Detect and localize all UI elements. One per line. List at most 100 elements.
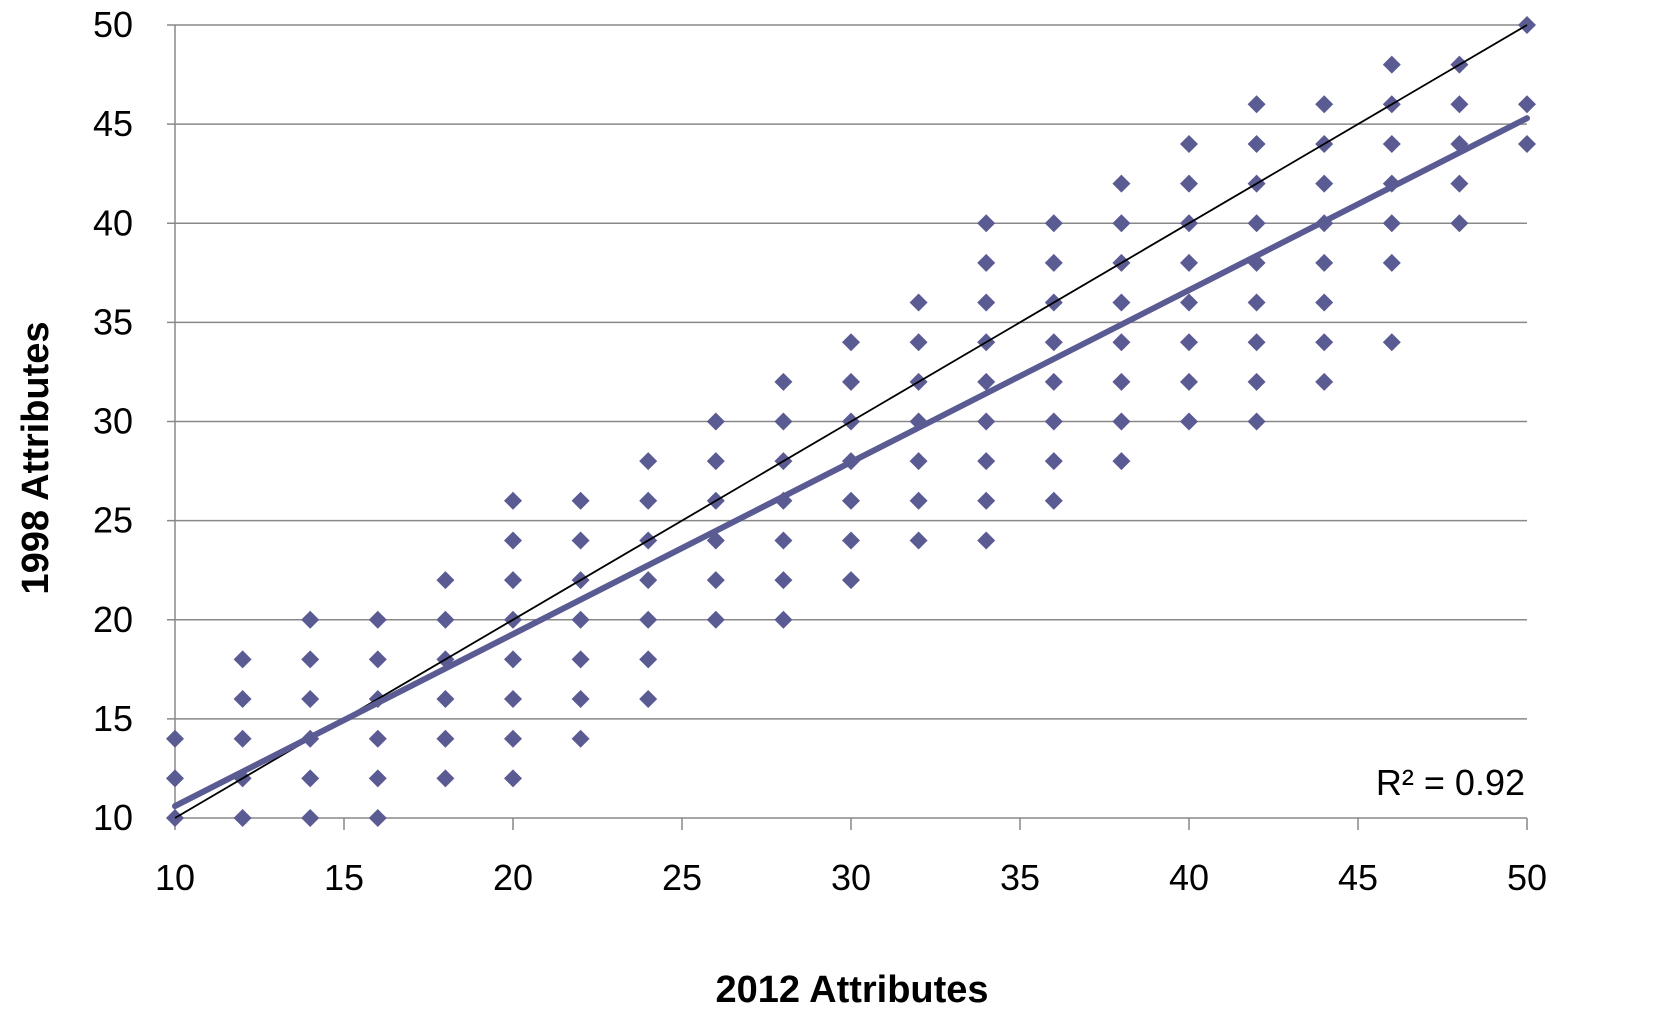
data-point — [977, 412, 996, 431]
data-point — [436, 690, 455, 709]
tick-labels: 10 15 20 25 30 35 40 45 50 10 15 20 25 30 35 40 45 50 — [93, 4, 1547, 898]
data-point — [1247, 372, 1266, 391]
y-tick-label: 10 — [93, 797, 133, 838]
y-tick-label: 40 — [93, 202, 133, 243]
data-point — [1180, 372, 1198, 391]
data-point — [909, 531, 928, 550]
data-point — [504, 531, 522, 550]
data-point — [1112, 452, 1131, 471]
gridlines — [175, 24, 1527, 720]
data-point — [909, 293, 928, 312]
data-point — [1382, 55, 1401, 74]
data-point — [1112, 214, 1131, 233]
axes — [167, 24, 1528, 830]
data-point — [1315, 95, 1334, 114]
data-point — [571, 729, 590, 748]
data-point — [1112, 372, 1131, 391]
data-point — [504, 690, 522, 709]
data-point — [1044, 452, 1063, 471]
data-point — [504, 729, 522, 748]
data-point — [706, 610, 725, 629]
data-point — [1315, 333, 1334, 352]
data-point — [842, 491, 860, 510]
data-point — [639, 491, 658, 510]
data-point — [1518, 134, 1536, 153]
data-point — [1112, 174, 1131, 193]
data-point — [774, 571, 793, 590]
data-point — [1180, 174, 1198, 193]
data-point — [504, 491, 522, 510]
data-point — [909, 491, 928, 510]
y-tick-label: 20 — [93, 599, 133, 640]
data-point — [1382, 214, 1401, 233]
data-point — [909, 452, 928, 471]
data-point — [1450, 214, 1469, 233]
data-point — [301, 769, 320, 788]
data-point — [301, 690, 320, 709]
data-point — [842, 372, 860, 391]
data-point — [706, 571, 725, 590]
y-tick-label: 50 — [93, 4, 133, 45]
x-tick-label: 45 — [1338, 857, 1378, 898]
x-tick-label: 50 — [1507, 857, 1547, 898]
data-point — [977, 452, 996, 471]
data-point — [639, 571, 658, 590]
data-point — [1044, 214, 1063, 233]
data-point — [233, 690, 252, 709]
data-point — [977, 372, 996, 391]
data-point — [1112, 293, 1131, 312]
data-point — [233, 650, 252, 669]
data-point — [1382, 333, 1401, 352]
data-point — [774, 372, 793, 391]
data-point — [571, 491, 590, 510]
data-point — [571, 650, 590, 669]
data-point — [1180, 412, 1198, 431]
x-tick-label: 35 — [1000, 857, 1040, 898]
data-point — [1180, 134, 1198, 153]
data-point — [1247, 134, 1266, 153]
data-point — [1180, 333, 1198, 352]
data-point — [1044, 253, 1063, 272]
trendline — [172, 115, 1530, 810]
data-point — [504, 571, 522, 590]
data-point — [436, 571, 455, 590]
y-tick-label: 45 — [93, 103, 133, 144]
data-point — [301, 809, 320, 827]
data-point — [1518, 95, 1536, 114]
data-point — [571, 610, 590, 629]
data-point — [1450, 174, 1469, 193]
data-point — [1247, 214, 1266, 233]
data-point — [842, 571, 860, 590]
data-point — [233, 809, 252, 827]
y-tick-label: 30 — [93, 401, 133, 442]
data-point — [977, 214, 996, 233]
data-point — [639, 690, 658, 709]
data-point — [1044, 412, 1063, 431]
data-point — [436, 729, 455, 748]
data-point — [436, 610, 455, 629]
data-point — [166, 769, 184, 788]
data-points — [166, 16, 1536, 827]
data-point — [1112, 412, 1131, 431]
data-point — [1450, 95, 1469, 114]
data-point — [639, 650, 658, 669]
x-tick-label: 10 — [155, 857, 195, 898]
data-point — [1044, 372, 1063, 391]
data-point — [977, 531, 996, 550]
data-point — [301, 610, 320, 629]
x-tick-label: 25 — [662, 857, 702, 898]
data-point — [774, 610, 793, 629]
x-tick-label: 20 — [493, 857, 533, 898]
y-tick-label: 15 — [93, 698, 133, 739]
data-point — [1112, 333, 1131, 352]
data-point — [436, 769, 455, 788]
data-point — [706, 452, 725, 471]
data-point — [571, 690, 590, 709]
data-point — [504, 769, 522, 788]
y-tick-label: 35 — [93, 301, 133, 342]
reference-lines — [172, 24, 1530, 819]
y-axis-title: 1998 Attributes — [15, 321, 57, 594]
data-point — [571, 531, 590, 550]
data-point — [166, 729, 184, 748]
data-point — [842, 333, 860, 352]
